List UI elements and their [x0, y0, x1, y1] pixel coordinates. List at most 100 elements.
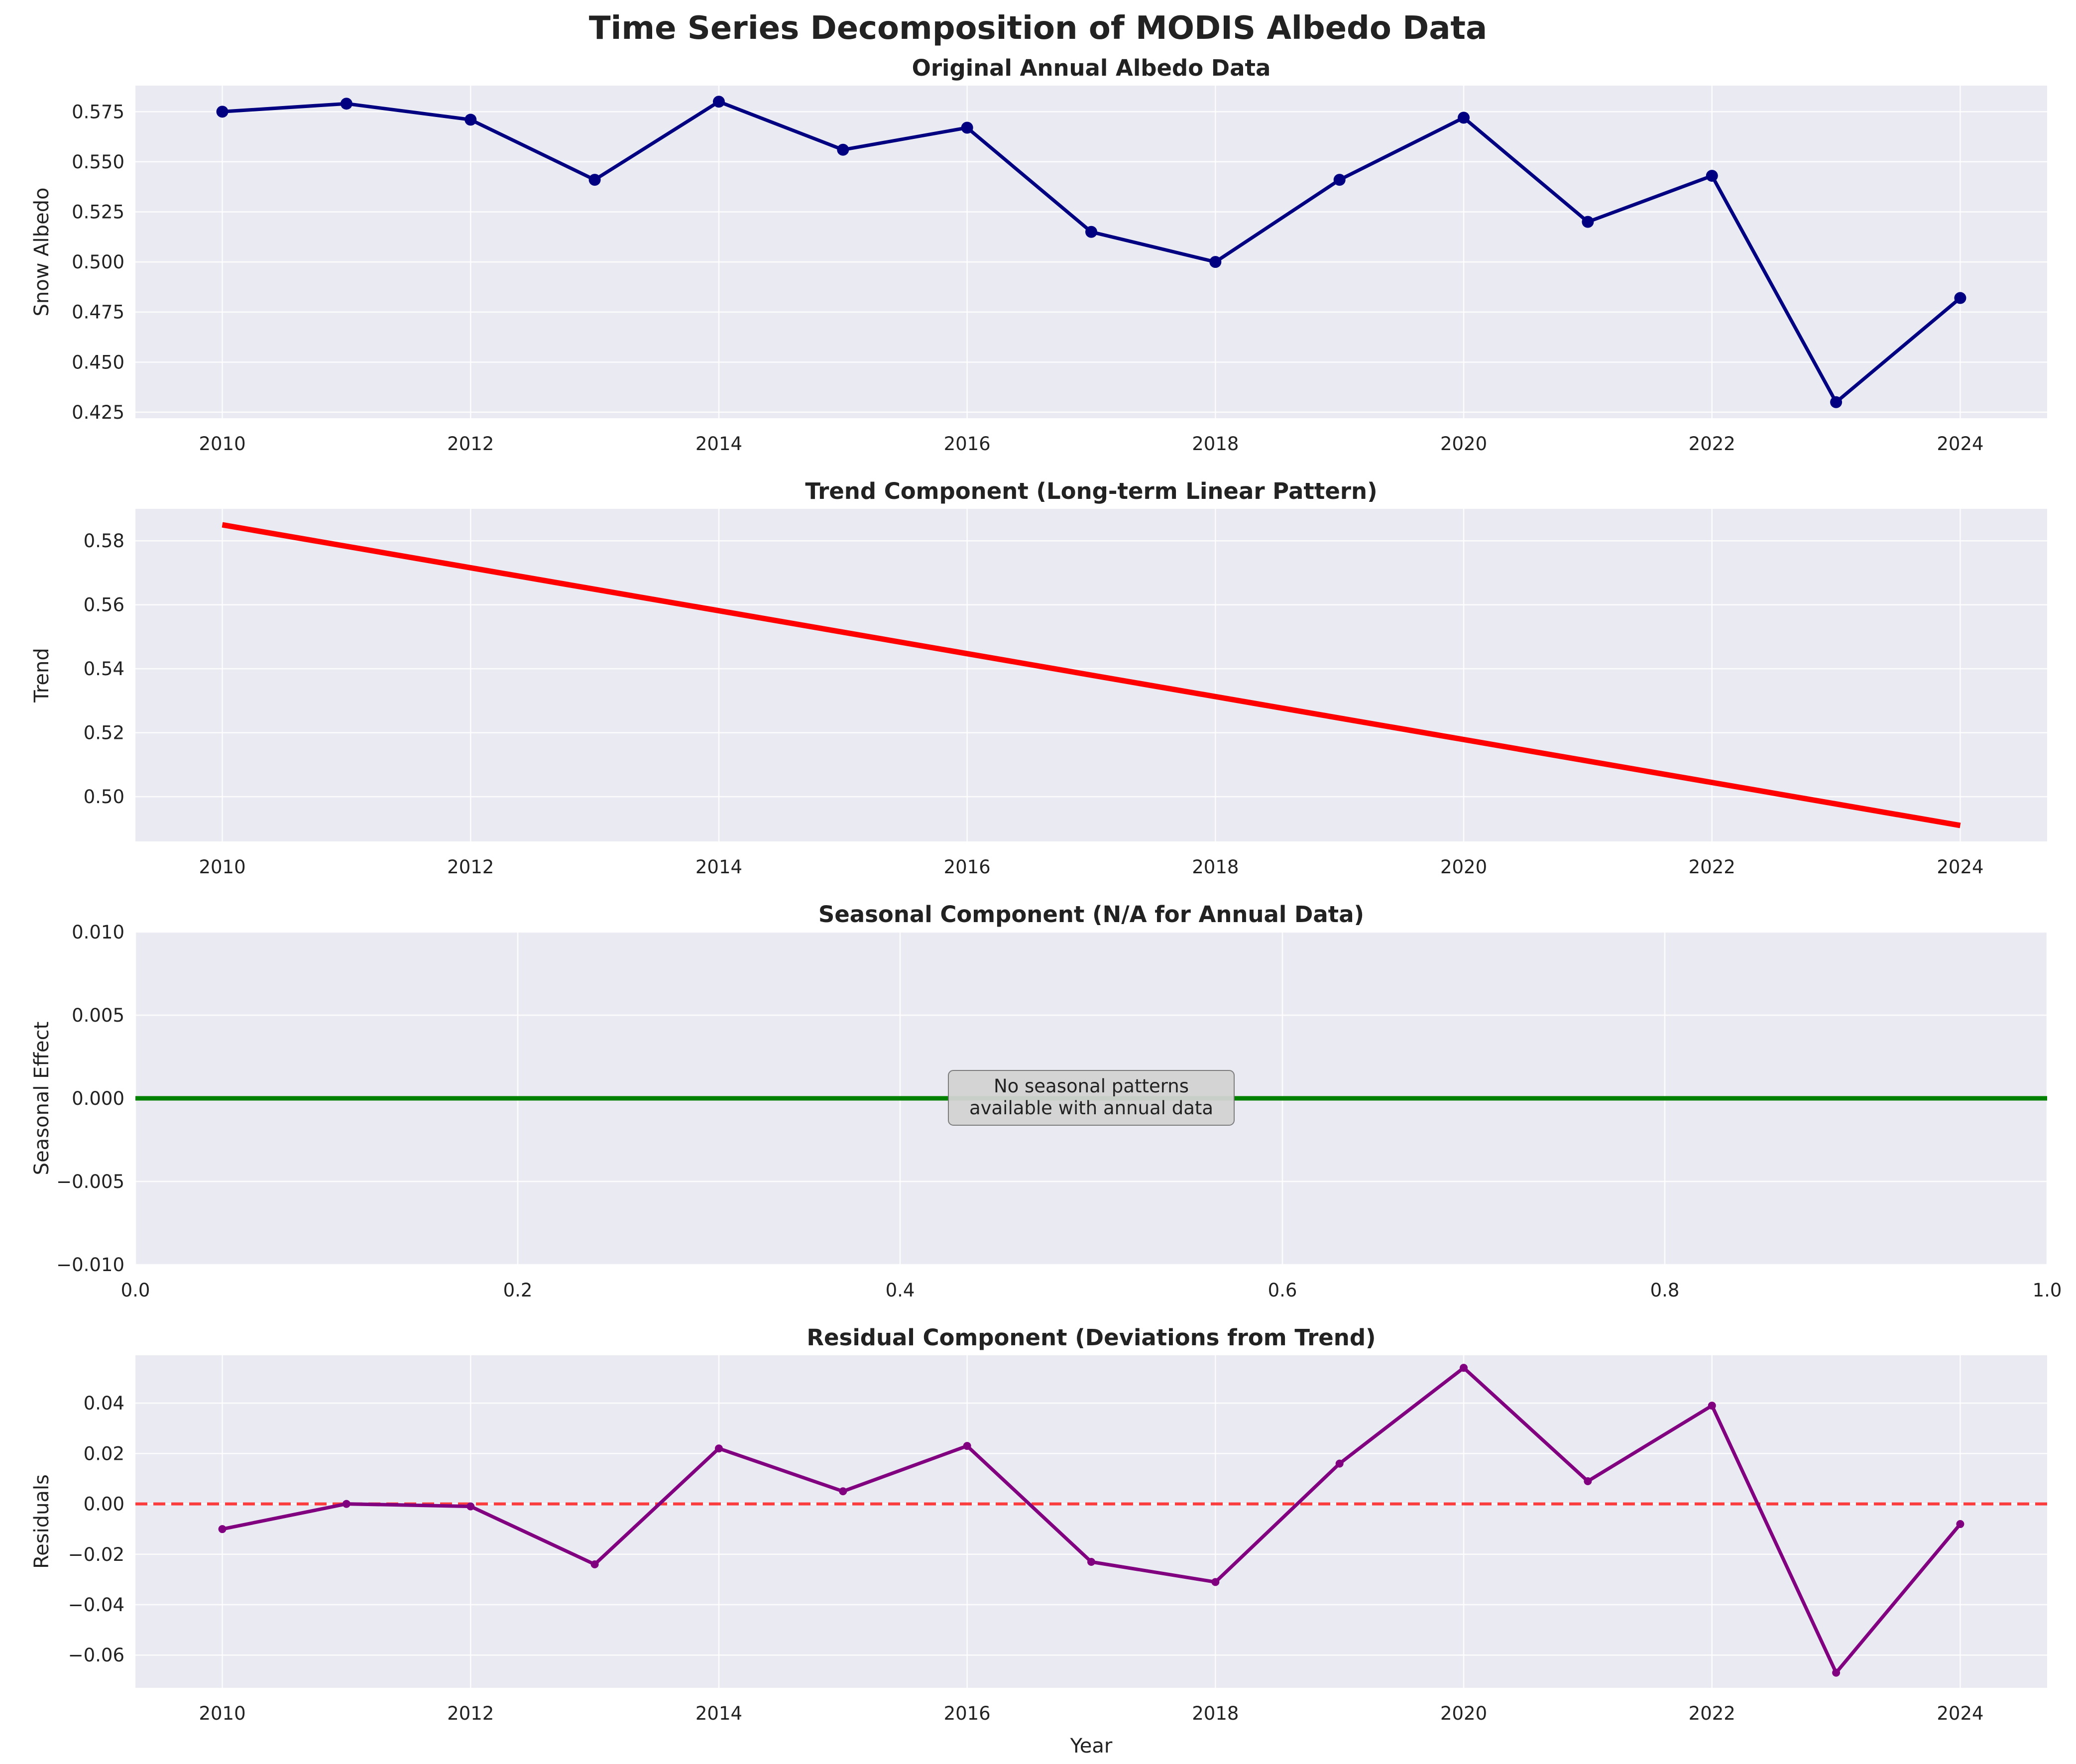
- residual-data-point: [1211, 1578, 1220, 1586]
- seasonal-x-tick-label: 0.6: [1268, 1280, 1297, 1301]
- residual-data-point: [218, 1525, 227, 1533]
- seasonal-y-axis-label: Seasonal Effect: [30, 1022, 53, 1176]
- residual-y-tick-label: 0.02: [84, 1443, 124, 1464]
- residual-data-point: [839, 1487, 847, 1496]
- residual-x-tick-label: 2022: [1689, 1703, 1735, 1724]
- trend-x-tick-label: 2012: [447, 856, 494, 878]
- trend-x-tick-label: 2014: [695, 856, 742, 878]
- original-data-point: [588, 174, 601, 186]
- original-data-point: [712, 96, 725, 108]
- original-y-tick-label: 0.450: [72, 352, 124, 373]
- residual-x-tick-label: 2018: [1192, 1703, 1239, 1724]
- original-y-tick-label: 0.475: [72, 302, 124, 323]
- original-x-tick-label: 2024: [1937, 433, 1983, 455]
- trend-x-tick-label: 2022: [1689, 856, 1735, 878]
- original-data-point: [1333, 174, 1346, 186]
- residual-data-point: [1460, 1364, 1468, 1372]
- trend-y-tick-label: 0.50: [84, 786, 124, 808]
- residual-panel-title: Residual Component (Deviations from Tren…: [807, 1324, 1376, 1351]
- original-x-tick-label: 2020: [1440, 433, 1487, 455]
- original-x-tick-label: 2010: [199, 433, 245, 455]
- original-data-point: [1954, 292, 1966, 304]
- original-y-tick-label: 0.425: [72, 402, 124, 423]
- residual-data-point: [1832, 1668, 1841, 1677]
- trend-y-tick-label: 0.56: [84, 594, 124, 616]
- trend-y-tick-label: 0.52: [84, 722, 124, 744]
- residual-data-point: [963, 1442, 971, 1450]
- original-data-point: [1582, 216, 1594, 228]
- seasonal-x-tick-label: 1.0: [2033, 1280, 2062, 1301]
- original-x-tick-label: 2018: [1192, 433, 1239, 455]
- residual-data-point: [1335, 1459, 1344, 1468]
- original-data-point: [340, 98, 352, 110]
- seasonal-x-tick-label: 0.8: [1650, 1280, 1680, 1301]
- original-data-point: [1209, 256, 1222, 268]
- original-y-tick-label: 0.525: [72, 202, 124, 223]
- original-panel: 2010 2012 2014 2016 2018 2020 2022 2024 0.425 0.4…: [30, 55, 2047, 455]
- residual-x-tick-label: 2016: [944, 1703, 991, 1724]
- residual-y-tick-label: −0.06: [68, 1645, 124, 1666]
- residual-y-tick-label: 0.04: [84, 1393, 124, 1414]
- original-data-point: [961, 121, 973, 134]
- original-data-point: [1830, 396, 1843, 408]
- original-data-point: [1085, 226, 1097, 238]
- seasonal-y-tick-label: 0.010: [72, 922, 124, 943]
- original-data-point: [464, 114, 477, 126]
- trend-panel-title: Trend Component (Long-term Linear Patter…: [805, 478, 1377, 504]
- original-y-axis-label: Snow Albedo: [30, 188, 53, 317]
- seasonal-annotation-text: No seasonal patterns available with annua…: [969, 1075, 1213, 1119]
- trend-x-tick-label: 2024: [1937, 856, 1983, 878]
- residual-data-point: [590, 1560, 599, 1569]
- residual-data-point: [342, 1500, 350, 1508]
- trend-y-tick-label: 0.54: [84, 658, 124, 680]
- trend-x-tick-label: 2010: [199, 856, 245, 878]
- residual-data-point: [1087, 1557, 1095, 1566]
- residual-y-axis-label: Residuals: [30, 1474, 53, 1569]
- trend-x-tick-label: 2018: [1192, 856, 1239, 878]
- residual-x-tick-label: 2012: [447, 1703, 494, 1724]
- seasonal-x-tick-label: 0.2: [503, 1280, 533, 1301]
- original-data-point: [837, 143, 849, 156]
- original-y-tick-label: 0.575: [72, 101, 124, 122]
- residual-data-point: [1708, 1402, 1716, 1410]
- residual-panel: 2010 2012 2014 2016 2018 2020 2022 2024 −0.06 −0.…: [30, 1324, 2047, 1758]
- residual-y-tick-label: 0.00: [84, 1494, 124, 1515]
- residual-data-point: [714, 1444, 723, 1453]
- original-x-tick-label: 2022: [1689, 433, 1735, 455]
- trend-series-line: [222, 522, 1961, 828]
- residual-x-tick-label: 2010: [199, 1703, 245, 1724]
- residual-x-axis-label: Year: [1070, 1735, 1113, 1758]
- residual-data-point: [466, 1502, 475, 1511]
- trend-x-tick-label: 2020: [1440, 856, 1487, 878]
- original-y-tick-label: 0.550: [72, 151, 124, 173]
- seasonal-panel-title: Seasonal Component (N/A for Annual Data): [818, 901, 1364, 928]
- residual-data-point: [1956, 1520, 1964, 1529]
- trend-y-axis-label: Trend: [30, 648, 53, 703]
- residual-y-tick-label: −0.02: [68, 1544, 124, 1565]
- original-x-tick-label: 2016: [944, 433, 991, 455]
- original-plot-area: [135, 86, 2047, 418]
- trend-x-tick-label: 2016: [944, 856, 991, 878]
- original-y-tick-label: 0.500: [72, 251, 124, 273]
- seasonal-annotation-box: [948, 1070, 1235, 1126]
- residual-x-tick-label: 2020: [1440, 1703, 1487, 1724]
- original-data-point: [1706, 170, 1718, 182]
- original-data-point: [1458, 112, 1470, 124]
- seasonal-y-tick-label: −0.010: [56, 1254, 124, 1276]
- original-x-tick-label: 2012: [447, 433, 494, 455]
- seasonal-y-tick-label: −0.005: [56, 1171, 124, 1192]
- original-x-tick-label: 2014: [695, 433, 742, 455]
- residual-x-tick-label: 2014: [695, 1703, 742, 1724]
- residual-data-point: [1584, 1477, 1592, 1486]
- residual-x-tick-label: 2024: [1937, 1703, 1983, 1724]
- residual-y-tick-label: −0.04: [68, 1594, 124, 1616]
- residual-plot-area: [135, 1355, 2047, 1688]
- figure-title: Time Series Decomposition of MODIS Albed…: [589, 10, 1487, 47]
- seasonal-y-tick-label: 0.005: [72, 1005, 124, 1026]
- seasonal-panel: 0.0 0.2 0.4 0.6 0.8 1.0 −0.010 −0.005 0.000 0.005…: [30, 901, 2062, 1301]
- original-data-point: [216, 106, 229, 118]
- trend-y-tick-label: 0.58: [84, 530, 124, 552]
- seasonal-x-tick-label: 0.4: [886, 1280, 915, 1301]
- trend-panel: 2010 2012 2014 2016 2018 2020 2022 2024 0.50 0.52…: [30, 478, 2047, 878]
